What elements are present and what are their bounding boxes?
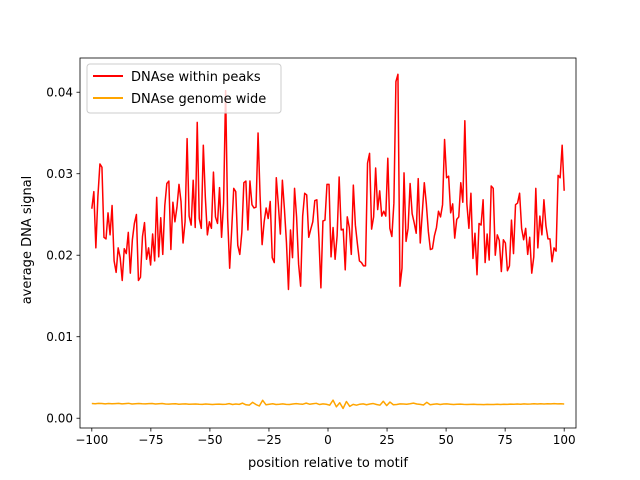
y-axis-label: average DNA signal [20, 176, 35, 305]
y-axis: 0.00 0.01 0.02 0.03 0.04 [46, 86, 80, 426]
y-tick-label: 0.01 [46, 330, 73, 344]
y-tick-label: 0.00 [46, 412, 73, 426]
legend: DNAse within peaks DNAse genome wide [86, 63, 282, 114]
legend-label-genome: DNAse genome wide [131, 92, 266, 107]
x-axis-label: position relative to motif [248, 456, 408, 471]
series-line-0 [91, 73, 565, 291]
y-tick-label: 0.04 [46, 86, 73, 100]
x-tick-label: −100 [75, 433, 108, 447]
series-line-1 [91, 399, 565, 410]
x-tick-label: 0 [324, 433, 332, 447]
x-tick-label: 100 [553, 433, 576, 447]
y-tick-label: 0.03 [46, 167, 73, 181]
x-tick-label: 75 [498, 433, 513, 447]
x-tick-label: −25 [256, 433, 281, 447]
x-tick-label: 25 [379, 433, 394, 447]
legend-label-peaks: DNAse within peaks [131, 70, 261, 85]
x-tick-label: −50 [197, 433, 222, 447]
y-tick-label: 0.02 [46, 249, 73, 263]
x-axis: −100 −75 −50 −25 0 25 50 75 100 [75, 428, 576, 447]
x-tick-label: −75 [138, 433, 163, 447]
legend-box [86, 63, 282, 114]
x-tick-label: 50 [438, 433, 453, 447]
